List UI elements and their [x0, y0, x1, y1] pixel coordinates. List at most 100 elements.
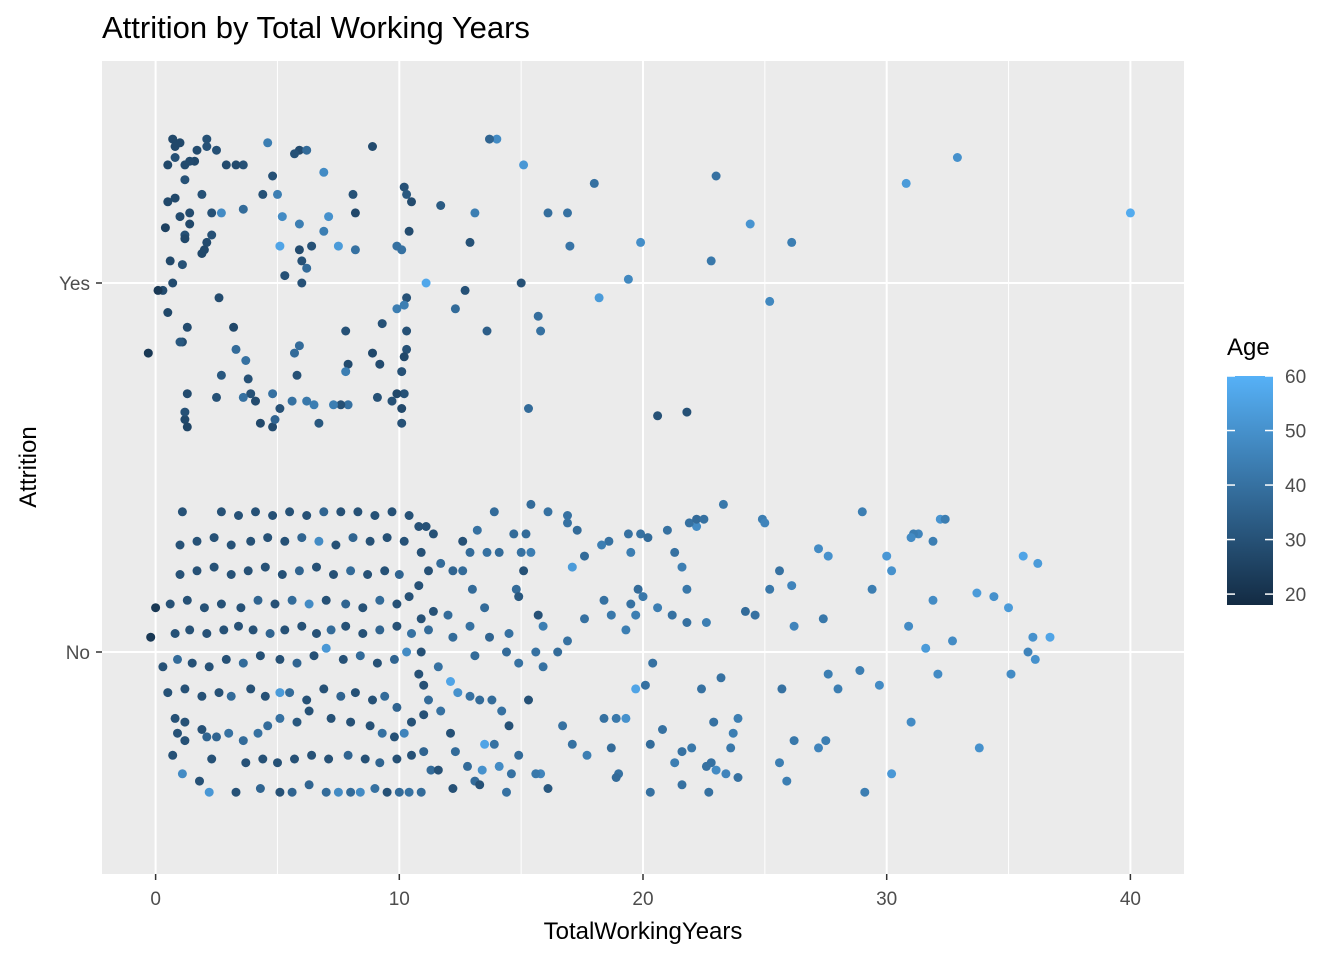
- chart-title: Attrition by Total Working Years: [102, 10, 530, 45]
- data-point-no: [716, 673, 726, 683]
- data-point-yes: [297, 278, 307, 288]
- data-point-no: [251, 507, 260, 517]
- data-point-yes: [246, 389, 256, 399]
- data-point-no: [419, 710, 429, 720]
- data-point-yes: [399, 389, 409, 399]
- data-point-no: [887, 566, 897, 576]
- data-point-no: [221, 654, 231, 664]
- data-point-yes: [216, 370, 226, 380]
- data-point-yes: [290, 348, 299, 358]
- data-point-yes: [368, 348, 377, 358]
- data-point-yes: [180, 160, 190, 170]
- data-point-no: [348, 533, 358, 543]
- data-point-no: [404, 592, 414, 602]
- data-point-no: [682, 618, 692, 627]
- data-point-yes: [350, 245, 360, 255]
- data-point-yes: [399, 300, 409, 310]
- data-point-no: [224, 728, 234, 738]
- data-point-no: [280, 625, 290, 635]
- grid-layer: [102, 61, 1184, 874]
- data-point-yes: [163, 308, 173, 317]
- data-point-yes: [343, 400, 353, 410]
- data-point-no: [419, 747, 429, 757]
- data-point-no: [906, 717, 916, 727]
- data-point-yes: [302, 263, 312, 273]
- data-point-no: [494, 547, 504, 557]
- data-point-yes: [706, 256, 716, 266]
- data-point-yes: [297, 256, 307, 266]
- data-point-no: [336, 507, 346, 517]
- data-point-no: [219, 625, 229, 635]
- data-point-yes: [216, 208, 226, 218]
- data-point-no: [192, 566, 202, 576]
- data-point-no: [697, 684, 706, 694]
- data-point-no: [253, 728, 263, 738]
- data-point-no: [874, 680, 884, 690]
- data-point-no: [275, 713, 285, 723]
- data-point-no: [275, 787, 285, 797]
- data-point-no: [775, 566, 784, 576]
- data-point-no: [567, 739, 577, 749]
- data-point-no: [329, 570, 338, 579]
- data-point-no: [553, 647, 563, 657]
- data-point-no: [338, 654, 348, 664]
- data-point-no: [692, 522, 702, 531]
- data-point-yes: [787, 237, 797, 247]
- data-point-no: [424, 566, 433, 576]
- data-point-no: [436, 558, 446, 568]
- data-point-no: [321, 595, 331, 605]
- data-point-no: [255, 651, 265, 661]
- data-point-no: [368, 695, 377, 705]
- data-point-no: [248, 625, 258, 635]
- data-point-yes: [636, 237, 646, 247]
- data-point-no: [263, 721, 273, 731]
- data-point-no: [404, 511, 414, 520]
- data-point-no: [506, 769, 516, 779]
- data-point-no: [470, 651, 480, 661]
- data-point-no: [297, 533, 307, 543]
- data-point-no: [326, 713, 336, 723]
- data-point-no: [285, 507, 295, 517]
- data-point-no: [424, 625, 433, 635]
- data-point-yes: [436, 201, 446, 210]
- data-point-yes: [202, 237, 212, 247]
- data-point-yes: [519, 160, 529, 170]
- data-point-yes: [653, 411, 663, 421]
- data-point-no: [151, 603, 161, 613]
- data-point-no: [726, 743, 736, 753]
- data-point-yes: [214, 293, 224, 303]
- data-point-yes: [263, 138, 273, 148]
- data-point-no: [543, 507, 553, 517]
- data-point-no: [640, 680, 650, 690]
- data-point-no: [621, 625, 631, 635]
- data-point-no: [667, 610, 677, 620]
- data-point-yes: [319, 167, 329, 177]
- data-point-yes: [168, 134, 178, 144]
- data-point-yes: [533, 311, 543, 321]
- data-point-no: [358, 603, 368, 613]
- data-point-no: [346, 717, 356, 727]
- data-point-yes: [287, 396, 297, 406]
- data-point-no: [324, 754, 334, 764]
- data-point-no: [677, 747, 687, 757]
- data-point-no: [173, 728, 182, 738]
- data-point-no: [1028, 632, 1038, 642]
- data-point-no: [177, 507, 187, 517]
- data-point-no: [631, 610, 641, 620]
- data-point-no: [670, 758, 680, 768]
- data-point-no: [514, 750, 524, 760]
- data-point-yes: [341, 367, 351, 377]
- data-point-no: [621, 713, 631, 723]
- data-point-no: [662, 525, 672, 535]
- data-point-no: [214, 688, 224, 698]
- legend-tick-label: 60: [1285, 367, 1306, 388]
- points-yes: [143, 134, 1135, 432]
- data-point-no: [197, 691, 207, 701]
- data-point-yes: [392, 304, 402, 314]
- data-point-no: [643, 533, 653, 543]
- data-point-no: [241, 758, 251, 768]
- data-point-no: [740, 606, 750, 616]
- data-point-yes: [536, 326, 546, 336]
- data-point-no: [940, 514, 950, 524]
- data-point-no: [814, 544, 823, 554]
